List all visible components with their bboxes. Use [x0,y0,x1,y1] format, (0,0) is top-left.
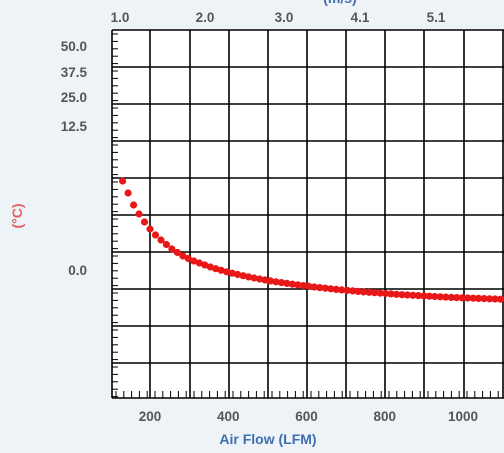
data-point [212,265,220,273]
data-point [321,284,329,292]
data-point [425,292,433,300]
data-point [195,259,203,267]
data-point [338,286,346,294]
data-point [447,293,455,301]
data-point [332,285,340,293]
data-point [140,218,149,226]
data-point [403,291,411,299]
data-point [453,294,461,302]
data-point [392,290,401,298]
data-point [266,277,275,285]
data-point [436,293,444,301]
data-point [464,294,472,302]
data-point [469,294,477,302]
x-top-tick-label: 3.0 [275,10,294,25]
data-point [119,177,127,185]
data-point [223,268,231,276]
x-top-axis-title: (m/s) [323,0,356,6]
data-point [365,288,373,296]
data-point [442,293,450,301]
x-tick-label: 600 [295,409,318,424]
data-point [327,285,335,293]
data-point [305,282,313,290]
y-tick-label: 37.5 [61,65,88,80]
data-point [343,286,351,294]
data-point [409,291,417,299]
data-point [475,294,483,302]
data-point [486,295,494,303]
data-point [387,290,395,298]
y-tick-label: 12.5 [61,119,88,134]
x-tick-label: 400 [217,409,240,424]
data-point [135,210,143,218]
data-point [310,283,318,291]
data-point [497,295,504,303]
data-point [168,245,176,253]
data-point [360,288,368,296]
plot-area [112,30,504,398]
data-point [283,279,291,287]
data-point [201,261,209,269]
data-point [316,284,324,292]
y-tick-label: 25.0 [61,90,87,105]
data-point [294,281,302,289]
data-point [173,248,181,257]
data-point [371,289,379,297]
data-point [376,289,384,297]
x-tick-label: 200 [139,409,162,424]
data-point [420,292,428,300]
data-point [228,269,236,277]
data-point [398,291,406,299]
data-point [239,272,247,280]
data-point [250,274,258,282]
y-axis-title: (°C) [9,203,25,228]
data-point [217,266,225,274]
data-point [480,295,488,303]
data-point [151,231,160,239]
data-point [458,294,466,302]
data-point [349,287,357,295]
y-tick-label: 50.0 [61,39,87,54]
data-point [206,263,214,271]
x-top-tick-label: 5.1 [427,10,446,25]
data-point [354,287,362,295]
data-point [157,236,165,244]
data-point [234,270,242,279]
data-point [272,278,280,286]
data-point [124,189,132,197]
x-tick-label: 800 [374,409,397,424]
data-point [288,280,296,288]
x-top-tick-label: 4.1 [351,10,370,25]
x-top-tick-label: 1.0 [111,10,130,25]
data-point [381,289,390,298]
data-point [184,254,192,263]
data-point [256,275,264,283]
x-axis-title: Air Flow (LFM) [219,431,316,447]
x-tick-label: 1000 [448,409,478,424]
data-point [146,225,154,233]
data-point [245,273,253,281]
data-point [431,292,439,301]
data-point [261,276,269,284]
x-top-tick-label: 2.0 [196,10,215,25]
data-point [277,279,286,287]
data-point [299,282,307,290]
data-point [162,240,170,249]
y-tick-label: 0.0 [68,263,87,278]
data-point [491,295,499,303]
data-point [190,257,198,265]
data-point [414,292,422,300]
data-point [179,252,187,260]
data-point [130,201,138,209]
